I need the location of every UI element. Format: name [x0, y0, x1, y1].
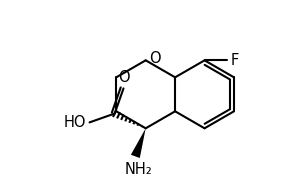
Text: F: F	[230, 53, 238, 68]
Text: NH₂: NH₂	[124, 162, 152, 177]
Text: HO: HO	[64, 115, 86, 130]
Text: O: O	[118, 70, 129, 85]
Polygon shape	[131, 128, 146, 158]
Text: O: O	[148, 51, 160, 66]
